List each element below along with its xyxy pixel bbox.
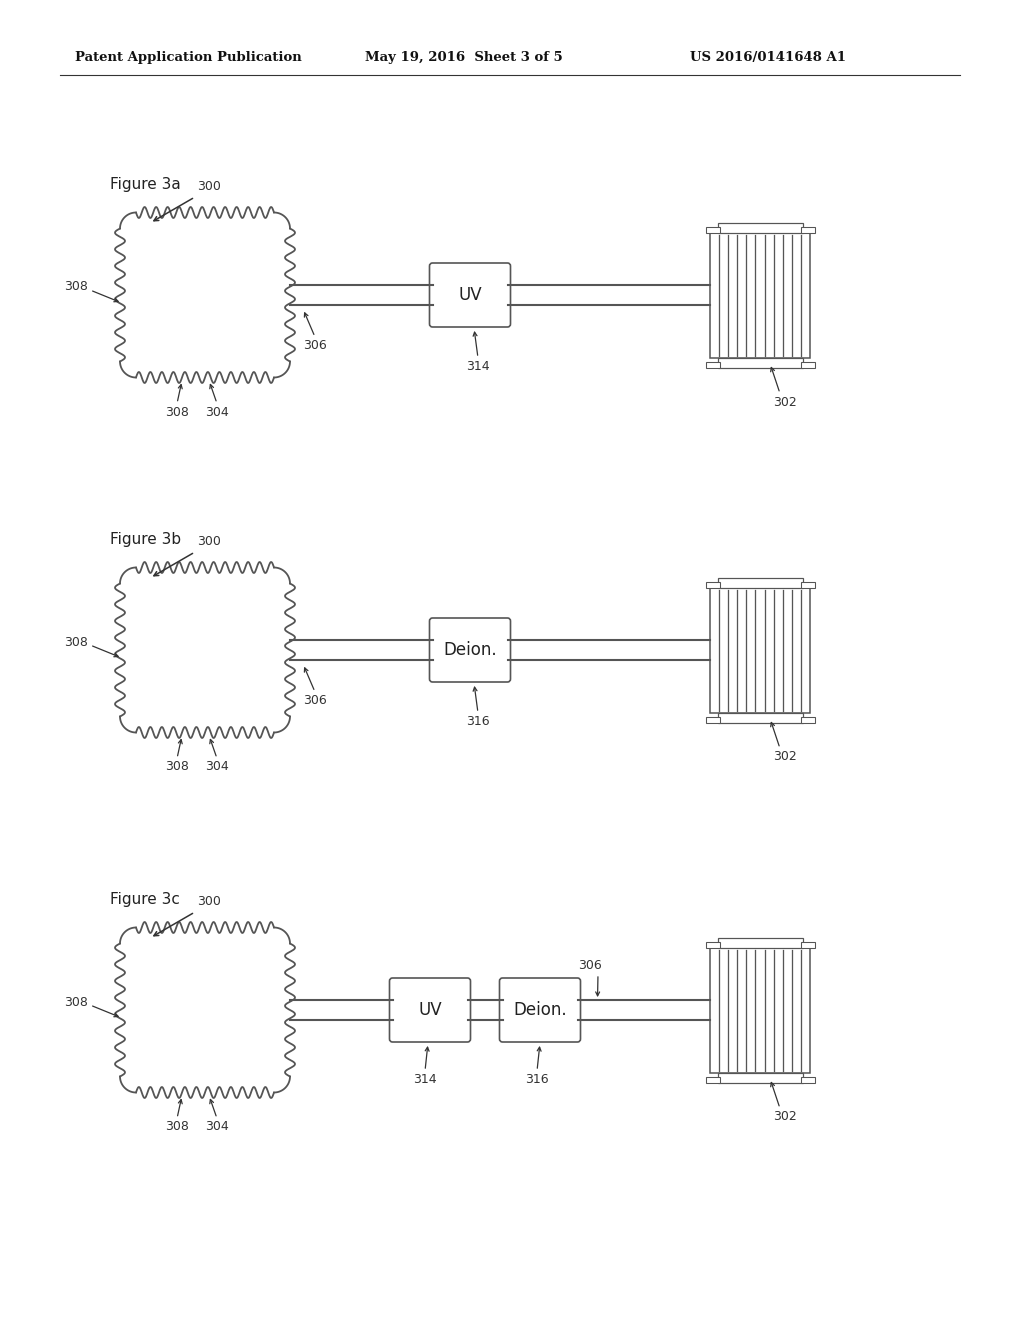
Text: 300: 300: [197, 535, 221, 548]
Bar: [710, 587, 810, 713]
FancyBboxPatch shape: [500, 978, 581, 1041]
Text: 302: 302: [773, 396, 797, 408]
Text: 306: 306: [303, 339, 327, 352]
Text: 304: 304: [205, 405, 229, 418]
Text: 302: 302: [773, 1110, 797, 1123]
Text: 316: 316: [466, 715, 489, 729]
Text: Deion.: Deion.: [443, 642, 497, 659]
Text: 306: 306: [303, 694, 327, 708]
Text: 304: 304: [205, 1121, 229, 1134]
Text: 316: 316: [525, 1073, 549, 1086]
Bar: [801, 717, 814, 722]
Text: 308: 308: [165, 1121, 189, 1134]
Text: UV: UV: [458, 286, 482, 304]
Text: 302: 302: [773, 751, 797, 763]
Bar: [718, 358, 803, 367]
Bar: [718, 223, 803, 232]
Bar: [706, 941, 720, 948]
Text: May 19, 2016  Sheet 3 of 5: May 19, 2016 Sheet 3 of 5: [365, 51, 563, 65]
Text: 308: 308: [65, 635, 88, 648]
Text: Figure 3c: Figure 3c: [110, 892, 180, 907]
Bar: [801, 582, 814, 587]
Bar: [710, 948, 810, 1072]
Bar: [706, 1077, 720, 1082]
Bar: [718, 1072, 803, 1082]
Text: Patent Application Publication: Patent Application Publication: [75, 51, 302, 65]
Text: 308: 308: [65, 281, 88, 293]
Bar: [706, 362, 720, 367]
Text: 308: 308: [165, 760, 189, 774]
Text: Figure 3a: Figure 3a: [110, 177, 181, 191]
Text: Deion.: Deion.: [513, 1001, 567, 1019]
Bar: [801, 941, 814, 948]
Bar: [710, 232, 810, 358]
Text: 308: 308: [65, 995, 88, 1008]
FancyBboxPatch shape: [429, 618, 511, 682]
Text: 314: 314: [466, 360, 489, 374]
Text: 306: 306: [579, 960, 602, 972]
Text: 308: 308: [165, 405, 189, 418]
Bar: [801, 227, 814, 232]
Bar: [706, 582, 720, 587]
FancyBboxPatch shape: [389, 978, 470, 1041]
Text: 314: 314: [414, 1073, 437, 1086]
Bar: [718, 713, 803, 722]
Text: 304: 304: [205, 760, 229, 774]
Text: UV: UV: [418, 1001, 441, 1019]
Text: US 2016/0141648 A1: US 2016/0141648 A1: [690, 51, 846, 65]
Bar: [706, 717, 720, 722]
Bar: [801, 362, 814, 367]
Text: 300: 300: [197, 180, 221, 193]
Bar: [801, 1077, 814, 1082]
Text: 300: 300: [197, 895, 221, 908]
Bar: [706, 227, 720, 232]
Bar: [718, 937, 803, 948]
Text: Figure 3b: Figure 3b: [110, 532, 181, 546]
FancyBboxPatch shape: [429, 263, 511, 327]
Bar: [718, 578, 803, 587]
